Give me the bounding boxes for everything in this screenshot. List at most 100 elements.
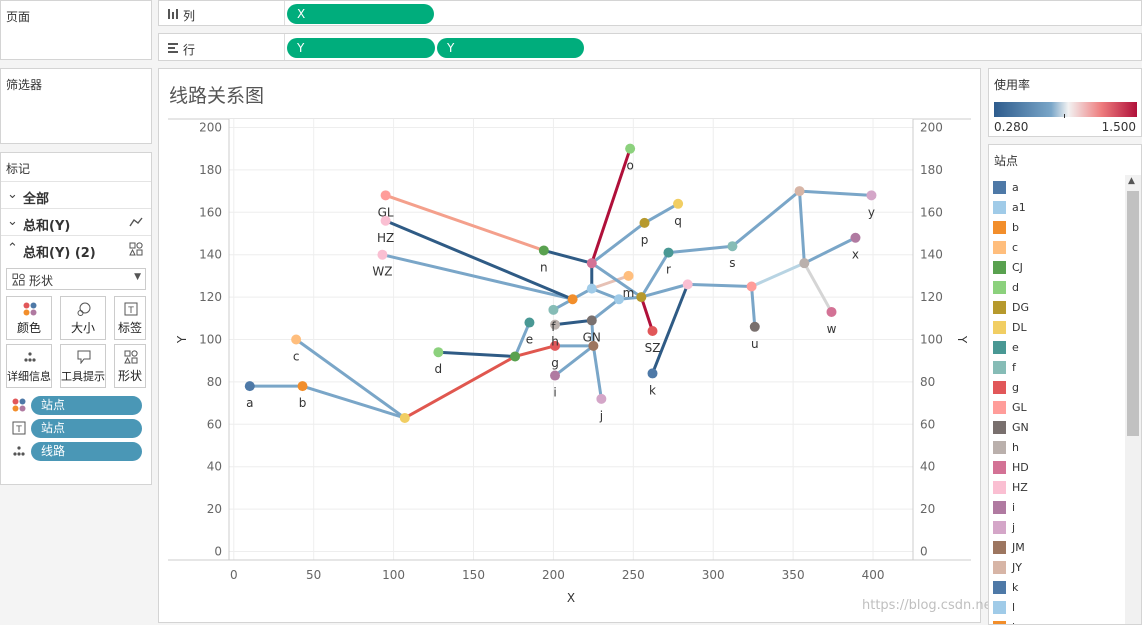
marks-row-sum-y-2[interactable]: ⌃ 总和(Y) (2) bbox=[1, 235, 151, 262]
route-line[interactable] bbox=[639, 295, 655, 333]
label-button[interactable]: T 标签 bbox=[114, 296, 146, 340]
detail-button[interactable]: 详细信息 bbox=[6, 344, 52, 388]
station-point[interactable] bbox=[639, 217, 650, 228]
route-line[interactable] bbox=[590, 274, 631, 291]
route-line[interactable] bbox=[730, 189, 802, 248]
legend-item[interactable]: c bbox=[993, 238, 1123, 258]
legend-item[interactable]: JM bbox=[993, 538, 1123, 558]
station-point[interactable] bbox=[673, 198, 684, 209]
station-point[interactable] bbox=[682, 279, 693, 290]
size-button[interactable]: 大小 bbox=[60, 296, 106, 340]
route-line[interactable] bbox=[686, 282, 754, 288]
legend-item[interactable]: h bbox=[993, 438, 1123, 458]
columns-pill-x[interactable]: X bbox=[287, 4, 434, 24]
station-point[interactable] bbox=[663, 247, 674, 258]
legend-item[interactable]: f bbox=[993, 358, 1123, 378]
station-point[interactable] bbox=[291, 334, 302, 345]
route-line[interactable] bbox=[591, 344, 603, 401]
legend-item[interactable]: a bbox=[993, 178, 1123, 198]
columns-shelf[interactable]: 列 X bbox=[158, 0, 1142, 26]
route-line[interactable] bbox=[750, 261, 806, 288]
station-point[interactable] bbox=[380, 215, 391, 226]
legend-item[interactable]: i bbox=[993, 498, 1123, 518]
color-button[interactable]: 颜色 bbox=[6, 296, 52, 340]
tooltip-button[interactable]: 工具提示 bbox=[60, 344, 106, 388]
marks-row-all[interactable]: ⌄ 全部 bbox=[1, 181, 151, 208]
station-point[interactable] bbox=[636, 292, 647, 303]
legend-item[interactable]: j bbox=[993, 518, 1123, 538]
station-point[interactable] bbox=[550, 370, 561, 381]
scroll-up-icon[interactable]: ▲ bbox=[1128, 176, 1135, 186]
mark-type-dropdown[interactable]: 形状 ▼ bbox=[6, 268, 146, 290]
route-line[interactable] bbox=[436, 350, 517, 358]
station-point[interactable] bbox=[625, 143, 636, 154]
station-point[interactable] bbox=[647, 326, 658, 337]
station-point[interactable] bbox=[826, 306, 837, 317]
station-point[interactable] bbox=[850, 232, 861, 243]
route-line[interactable] bbox=[513, 344, 557, 358]
station-point[interactable] bbox=[244, 381, 255, 392]
route-line[interactable] bbox=[639, 251, 670, 299]
station-point[interactable] bbox=[794, 186, 805, 197]
legend-item[interactable]: HD bbox=[993, 458, 1123, 478]
station-point[interactable] bbox=[433, 347, 444, 358]
route-line[interactable] bbox=[651, 282, 690, 375]
station-point[interactable] bbox=[746, 281, 757, 292]
legend-item[interactable]: l bbox=[993, 618, 1123, 624]
legend-item[interactable]: JY bbox=[993, 558, 1123, 578]
color-legend-panel[interactable]: 使用率 0.280 1.500 bbox=[988, 68, 1142, 137]
station-point[interactable] bbox=[567, 294, 578, 305]
legend-item[interactable]: CJ bbox=[993, 258, 1123, 278]
station-point[interactable] bbox=[380, 190, 391, 201]
route-line[interactable] bbox=[513, 321, 531, 358]
station-legend-list[interactable]: aa1bcCJdDGDLefgGLGNhHDHZijJMJYkll bbox=[989, 175, 1125, 624]
station-point[interactable] bbox=[799, 258, 810, 269]
legend-item[interactable]: b bbox=[993, 218, 1123, 238]
marks-row-sum-y[interactable]: ⌄ 总和(Y) bbox=[1, 208, 151, 235]
route-line[interactable] bbox=[639, 282, 690, 299]
route-line[interactable] bbox=[553, 344, 595, 378]
station-point[interactable] bbox=[586, 315, 597, 326]
route-line[interactable] bbox=[590, 147, 632, 265]
legend-item[interactable]: GN bbox=[993, 418, 1123, 438]
route-line[interactable] bbox=[802, 236, 857, 265]
station-point[interactable] bbox=[623, 270, 634, 281]
route-line[interactable] bbox=[798, 189, 873, 197]
legend-scrollbar[interactable]: ▲ bbox=[1125, 175, 1141, 624]
legend-item[interactable]: DG bbox=[993, 298, 1123, 318]
station-point[interactable] bbox=[727, 241, 738, 252]
route-line[interactable] bbox=[553, 318, 594, 327]
route-line[interactable] bbox=[380, 253, 575, 301]
station-point[interactable] bbox=[510, 351, 521, 362]
legend-item[interactable]: d bbox=[993, 278, 1123, 298]
legend-item[interactable]: DL bbox=[993, 318, 1123, 338]
route-line[interactable] bbox=[802, 261, 833, 314]
legend-item[interactable]: GL bbox=[993, 398, 1123, 418]
field-pill-station-label[interactable]: 站点 bbox=[31, 419, 142, 438]
scrollbar-thumb[interactable] bbox=[1127, 191, 1139, 436]
route-line[interactable] bbox=[294, 338, 407, 420]
shape-button[interactable]: 形状 bbox=[114, 344, 146, 388]
legend-item[interactable]: e bbox=[993, 338, 1123, 358]
station-point[interactable] bbox=[586, 283, 597, 294]
route-line[interactable] bbox=[403, 354, 517, 420]
route-line[interactable] bbox=[384, 219, 575, 301]
legend-item[interactable]: l bbox=[993, 598, 1123, 618]
station-point[interactable] bbox=[749, 321, 760, 332]
station-point[interactable] bbox=[613, 294, 624, 305]
legend-item[interactable]: g bbox=[993, 378, 1123, 398]
station-point[interactable] bbox=[588, 340, 599, 351]
station-point[interactable] bbox=[550, 340, 561, 351]
station-point[interactable] bbox=[399, 412, 410, 423]
route-line[interactable] bbox=[590, 221, 647, 265]
route-line[interactable] bbox=[542, 248, 594, 265]
station-point[interactable] bbox=[586, 258, 597, 269]
route-line[interactable] bbox=[666, 244, 734, 255]
route-line[interactable] bbox=[798, 189, 806, 265]
legend-item[interactable]: HZ bbox=[993, 478, 1123, 498]
station-point[interactable] bbox=[550, 319, 561, 330]
route-line[interactable] bbox=[590, 261, 643, 299]
station-point[interactable] bbox=[866, 190, 877, 201]
route-line[interactable] bbox=[590, 297, 621, 322]
